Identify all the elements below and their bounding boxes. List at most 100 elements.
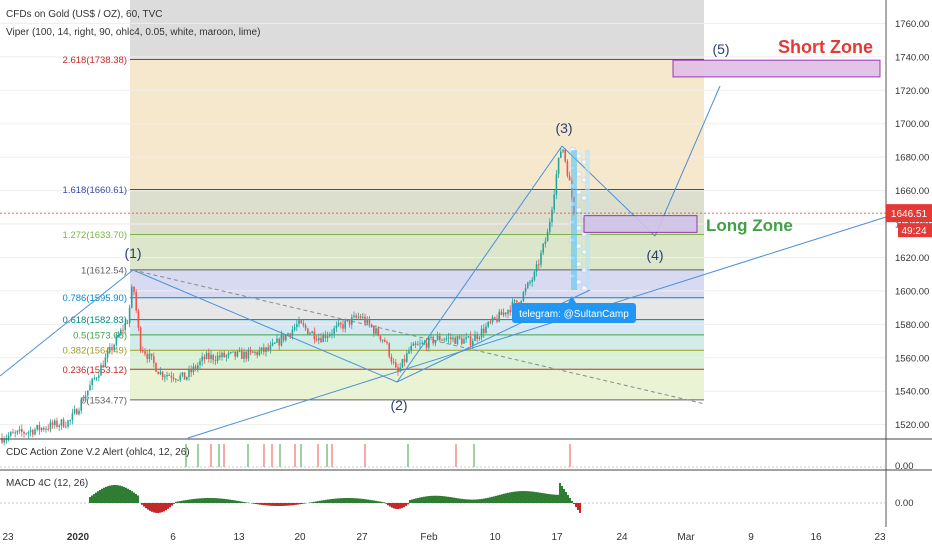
candle-body [179,375,181,380]
candle-body [452,337,454,340]
candle-body [399,367,401,372]
candle-body [56,420,58,427]
candle-body [276,338,278,343]
candle-body [487,321,489,327]
candle-body [278,338,280,346]
candle-body [148,353,151,359]
candle-body [392,361,395,363]
candle-body [223,352,225,357]
candle-body [3,439,5,443]
candle-body [38,425,41,431]
candle-body [51,422,54,426]
candle-body [254,352,256,354]
candle-body [441,339,443,341]
candles [1,148,575,446]
x-tick-label: Mar [677,532,695,543]
candle-body [425,342,428,348]
candle-body [190,369,192,373]
candle-body [291,329,294,336]
candle-body [175,379,177,381]
candle-body [410,345,412,351]
wave-label-4: (5) [712,41,729,57]
macd-tick-label: 0.00 [895,498,914,509]
candle-body [395,362,397,368]
candle-body [214,360,217,362]
candle-body [142,349,144,352]
candle-body [302,323,305,326]
price-tick-label: 1720.00 [895,86,929,97]
candle-body [247,349,250,359]
candle-body [102,365,104,368]
countdown-value: 49:24 [901,226,926,237]
candle-body [293,327,296,330]
candle-body [159,371,162,375]
candle-body [540,252,542,265]
candle-body [478,337,481,339]
candle-body [531,279,533,283]
candle-body [181,372,184,376]
candle-body [557,157,560,175]
candle-body [16,430,19,433]
candle-body [324,334,327,339]
wave-label-1: (2) [390,397,407,413]
x-tick-label: Feb [420,532,438,543]
candle-body [412,343,415,346]
candle-body [366,318,368,324]
candle-body [40,427,43,431]
price-tick-label: 1520.00 [895,420,929,431]
current-price-value: 1646.51 [891,209,928,220]
candle-body [186,376,188,380]
candle-body [370,324,373,327]
candle-body [194,366,197,369]
wave-label-2: (3) [555,120,572,136]
x-tick-label: 23 [874,532,886,543]
candle-body [542,243,544,253]
candle-body [89,385,91,391]
candle-body [340,322,342,325]
candle-body [509,309,511,313]
candle-body [421,342,423,344]
candle-body [98,375,100,378]
candle-body [133,286,135,292]
candle-body [480,328,483,338]
candle-body [177,379,179,381]
candle-body [344,320,346,329]
candle-body [84,395,87,401]
candle-body [164,376,166,378]
candle-body [280,335,283,346]
candle-body [377,328,379,336]
candle-body [375,328,377,334]
candle-body [45,428,47,430]
candle-body [109,347,111,352]
candle-body [117,334,120,336]
fib-band-2 [130,234,704,270]
candle-body [241,350,243,359]
candle-body [326,336,329,339]
candle-body [551,209,553,223]
candle-body [32,430,34,435]
x-tick-label: 16 [810,532,822,543]
candle-body [47,428,49,430]
candle-body [483,328,485,333]
candle-body [29,430,32,432]
candle-body [172,377,175,380]
fib-band-5 [130,319,704,335]
support-trendline [187,216,887,439]
candle-body [263,347,265,352]
candle-body [342,324,344,329]
candle-body [498,311,500,322]
x-tick-label: 9 [748,532,754,543]
candle-body [423,342,426,344]
candle-body [137,310,140,328]
candle-body [562,149,564,152]
candle-body [197,365,199,369]
candle-body [82,399,85,401]
candle-body [346,319,349,321]
candle-body [7,435,10,439]
candle-body [76,409,78,415]
candle-body [527,282,529,288]
candle-body [529,282,531,284]
countdown-tag [898,223,932,238]
short-zone-box [672,59,881,78]
